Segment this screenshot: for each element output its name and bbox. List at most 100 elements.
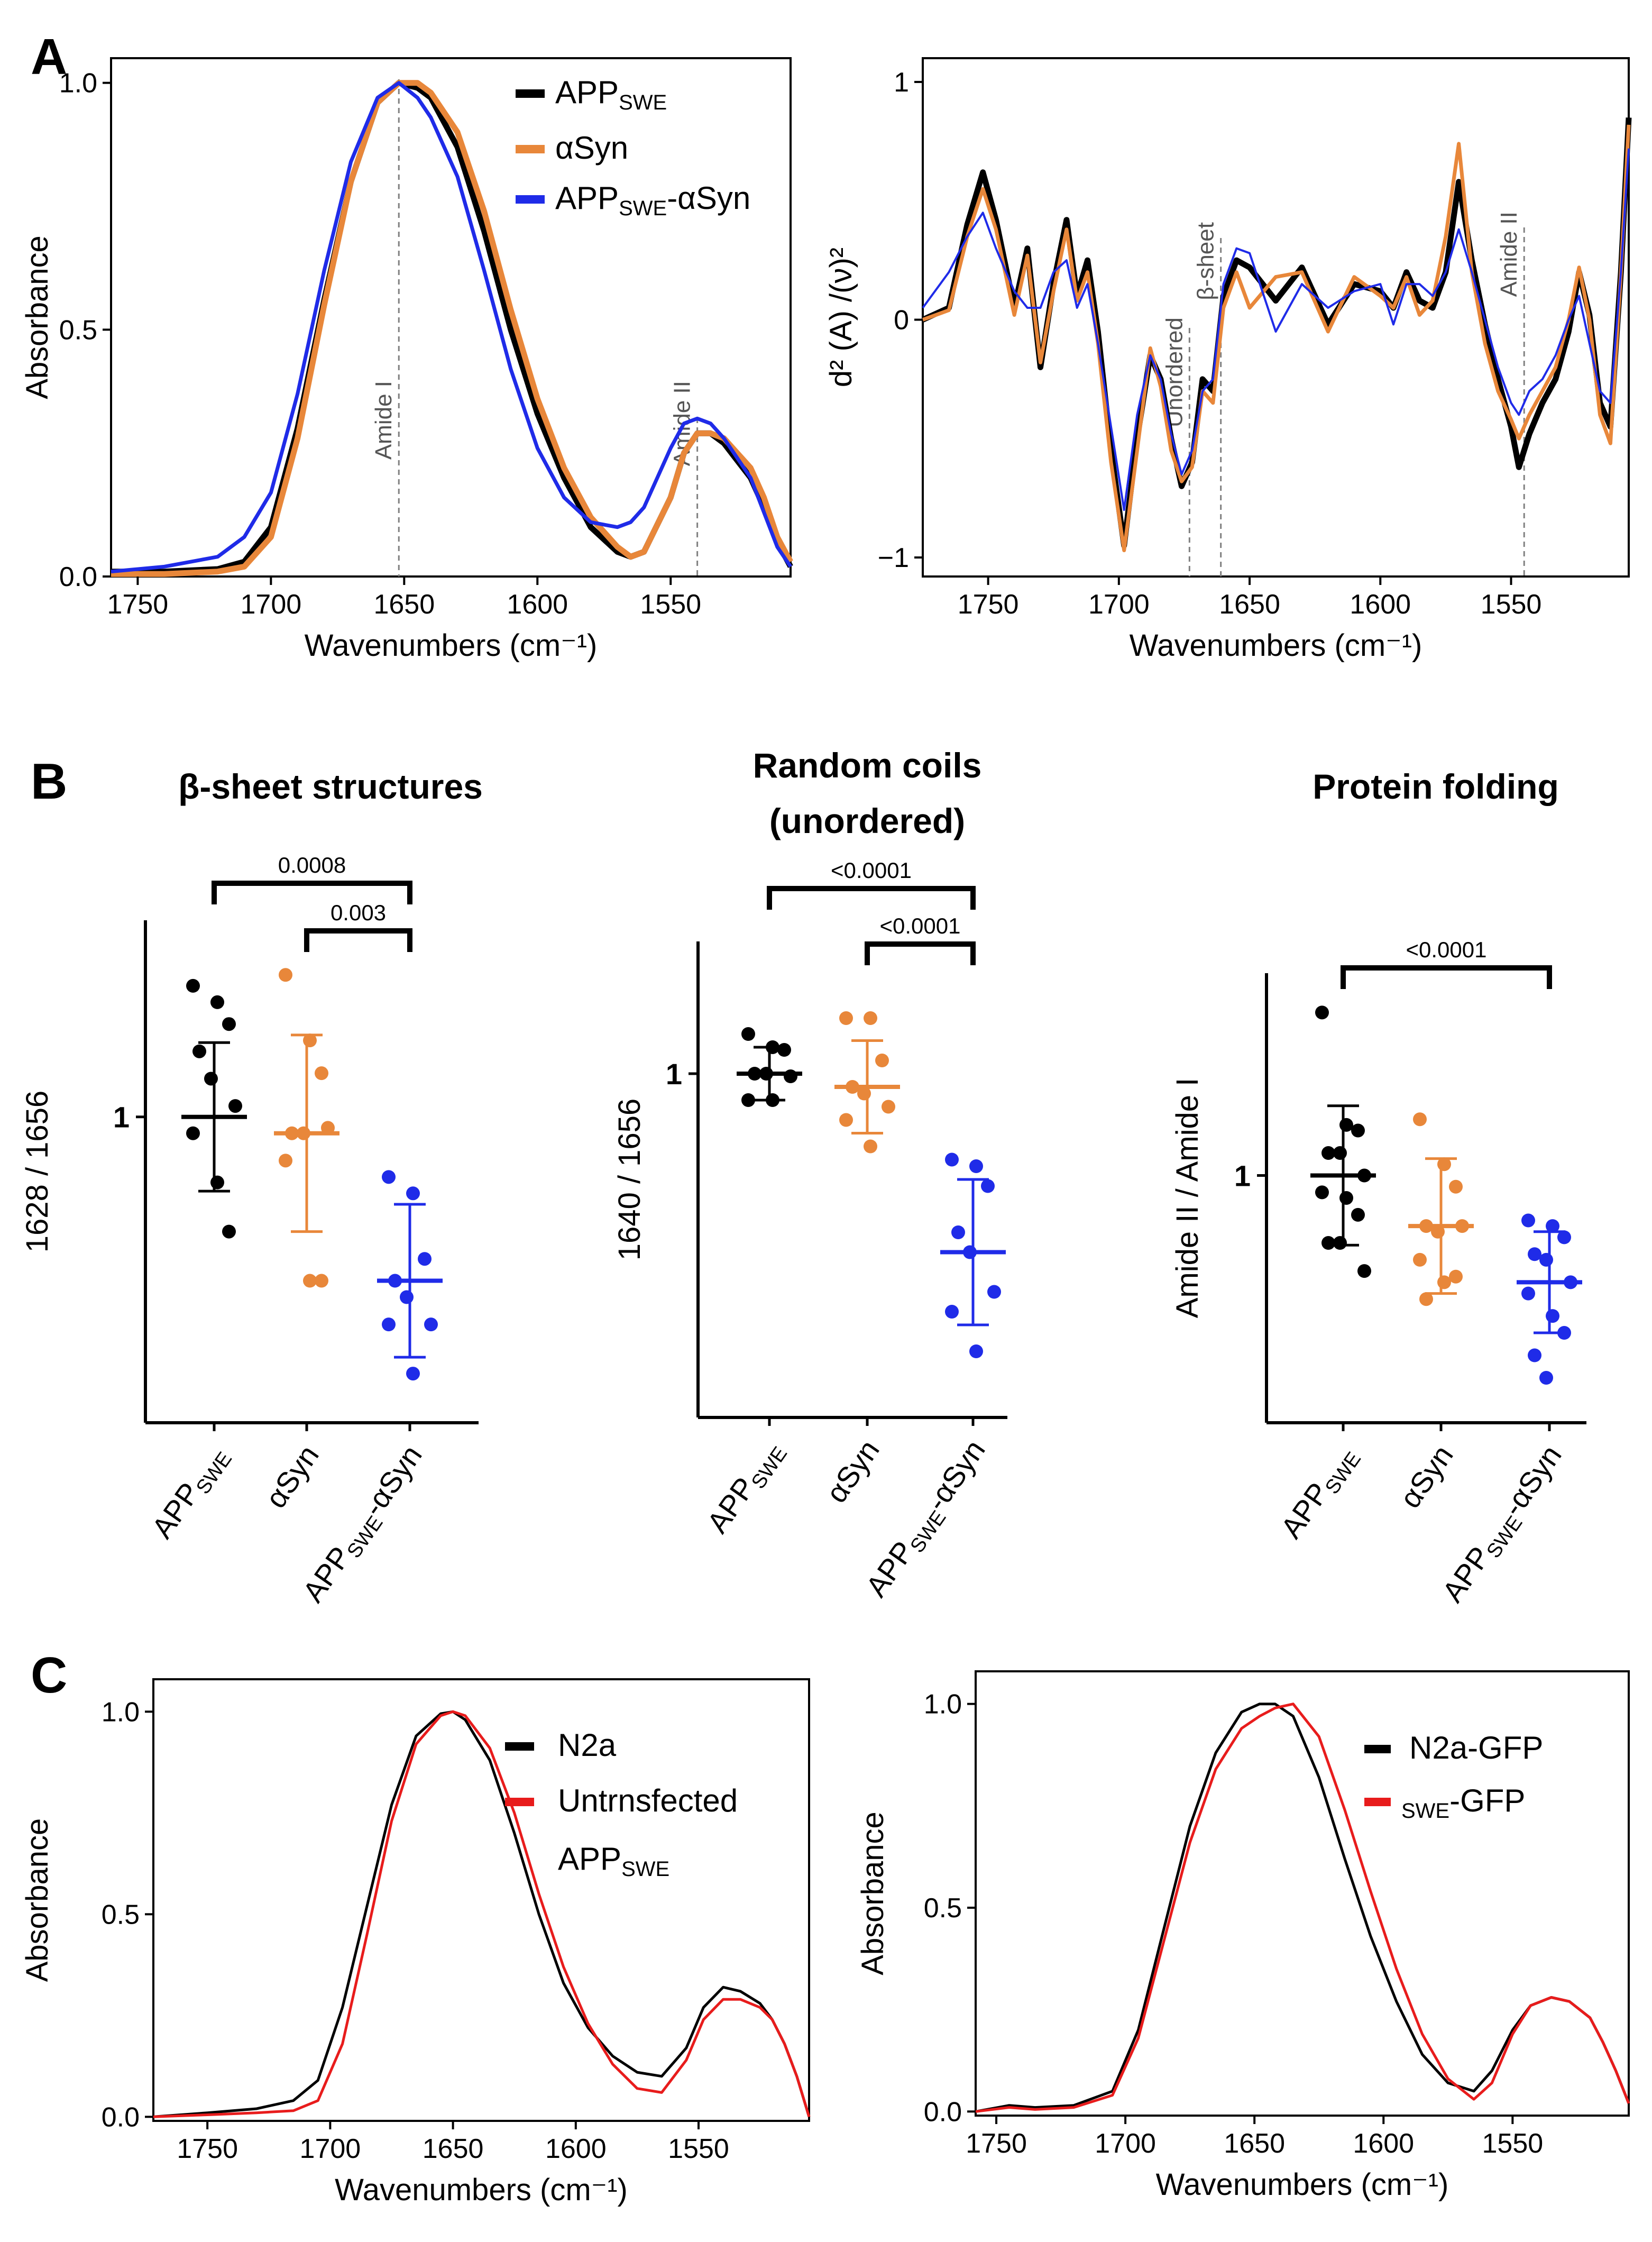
series-line-1 [111,80,793,577]
category-label-sub: SWE [747,1443,792,1493]
category-label-suffix: -αSyn [1496,1439,1568,1522]
data-point [303,1274,317,1288]
data-point [839,1011,853,1025]
data-point [315,1274,328,1288]
legend-label-suffix: -GFP [1449,1783,1525,1818]
y-axis-label: 1640 / 1656 [612,1099,647,1260]
data-point [1351,1207,1365,1222]
legend-label-sub: SWE [619,91,667,114]
x-tick-label: 1700 [241,589,302,620]
data-point [210,995,224,1009]
series-line-0 [153,1710,811,2118]
significance-bracket [304,928,412,952]
category-label-sub: SWE [1321,1448,1365,1498]
y-tick-label: −1 [878,543,909,573]
series-line-1 [153,1710,811,2118]
data-point [222,1017,236,1031]
data-point [1321,1146,1335,1160]
y-axis-label: 1628 / 1656 [20,1091,54,1252]
data-point [382,1317,396,1332]
data-point [192,1044,206,1058]
data-point [1315,1005,1329,1020]
data-point [1419,1292,1433,1306]
data-point [1351,1123,1365,1138]
plot-frame [922,57,1630,578]
chart-c-n2a-untransfected: 1750 1700 1650 1600 1550 0.0 0.5 1.0 Wavenumbers… [20,1678,811,2207]
legend-label: Untrnsfected [558,1783,738,1818]
data-point [945,1305,959,1319]
y-axis-label: Absorbance [20,235,54,399]
data-point [1557,1230,1571,1244]
legend-label-main: APP [555,180,619,216]
y-tick-label: 1.0 [102,1697,140,1727]
x-tick-label: 1750 [107,589,169,620]
data-point [1528,1247,1541,1261]
data-point [279,968,292,982]
data-point [1333,1146,1347,1160]
y-tick-label: 0.5 [102,1899,140,1930]
data-point [1539,1252,1553,1267]
x-axis-label: Wavenumbers (cm⁻¹) [1156,2167,1449,2202]
plot-frame [152,1678,810,2122]
x-tick-label: 1650 [423,2134,484,2164]
legend-label: APPSWE-αSyn [555,180,750,220]
legend-label-sub: SWE [619,197,667,220]
x-tick-label: 1750 [958,589,1019,620]
legend-label: APPSWE [555,75,667,114]
p-value-label: <0.0001 [1406,937,1487,962]
y-tick-label: 0.0 [924,2097,962,2127]
legend-label-suffix: -αSyn [667,180,750,216]
significance-bracket [767,886,976,910]
y-axis-label: d² (A) /(ν)² [824,248,858,387]
category-label: APPSWE [700,1434,792,1542]
data-point [969,1159,983,1173]
category-label-main: αSyn [819,1434,886,1509]
data-point [1528,1348,1541,1362]
data-point [1315,1185,1329,1200]
p-value-label: 0.003 [331,900,386,925]
legend-label-main: APP [555,75,619,110]
series-line-2 [922,148,1630,511]
data-point [1413,1112,1427,1127]
chart-b-random-coils: Random coils (unordered) 1 1640 / 1656 APPSW… [612,746,1007,1603]
x-tick-label: 1700 [1088,589,1150,620]
x-tick-label: 1650 [1224,2128,1285,2159]
data-point [1539,1371,1553,1385]
data-point [741,1027,755,1041]
y-tick-label: 0.5 [924,1893,962,1924]
x-tick-label: 1550 [1481,589,1542,620]
category-label: APPSWE [1274,1439,1365,1547]
data-point [204,1072,218,1086]
y-tick-label: 0.5 [59,315,97,345]
data-point [406,1367,420,1381]
x-tick-label: 1550 [668,2134,729,2164]
chart-c-gfp: 1750 1700 1650 1600 1550 0.0 0.5 1.0 Wavenumbers… [856,1670,1630,2202]
y-tick-label: 0.0 [59,562,97,592]
data-point [222,1224,236,1239]
data-point [951,1225,965,1239]
legend-label: αSyn [555,130,628,166]
category-label-main: αSyn [259,1439,325,1514]
series-line-2 [111,81,792,574]
data-point [1357,1264,1371,1278]
p-value-label: <0.0001 [880,913,961,938]
data-point [1521,1213,1535,1228]
y-axis-label: Amide II / Amide I [1170,1078,1205,1319]
legend-continuation-sub: SWE [621,1857,669,1881]
x-tick-label: 1700 [1095,2128,1156,2159]
category-label-suffix: -αSyn [920,1434,992,1517]
category-label: αSyn [819,1434,886,1509]
data-point [186,1126,200,1140]
data-point [400,1290,414,1304]
data-point [882,1100,895,1114]
category-label-suffix: -αSyn [356,1439,428,1522]
y-tick-label: 1 [666,1057,682,1091]
data-point [382,1170,396,1184]
data-point [1546,1309,1559,1323]
y-tick-label: 0.0 [102,2102,140,2133]
data-point [1449,1269,1463,1284]
significance-bracket [1341,965,1552,989]
data-point [1339,1191,1353,1205]
